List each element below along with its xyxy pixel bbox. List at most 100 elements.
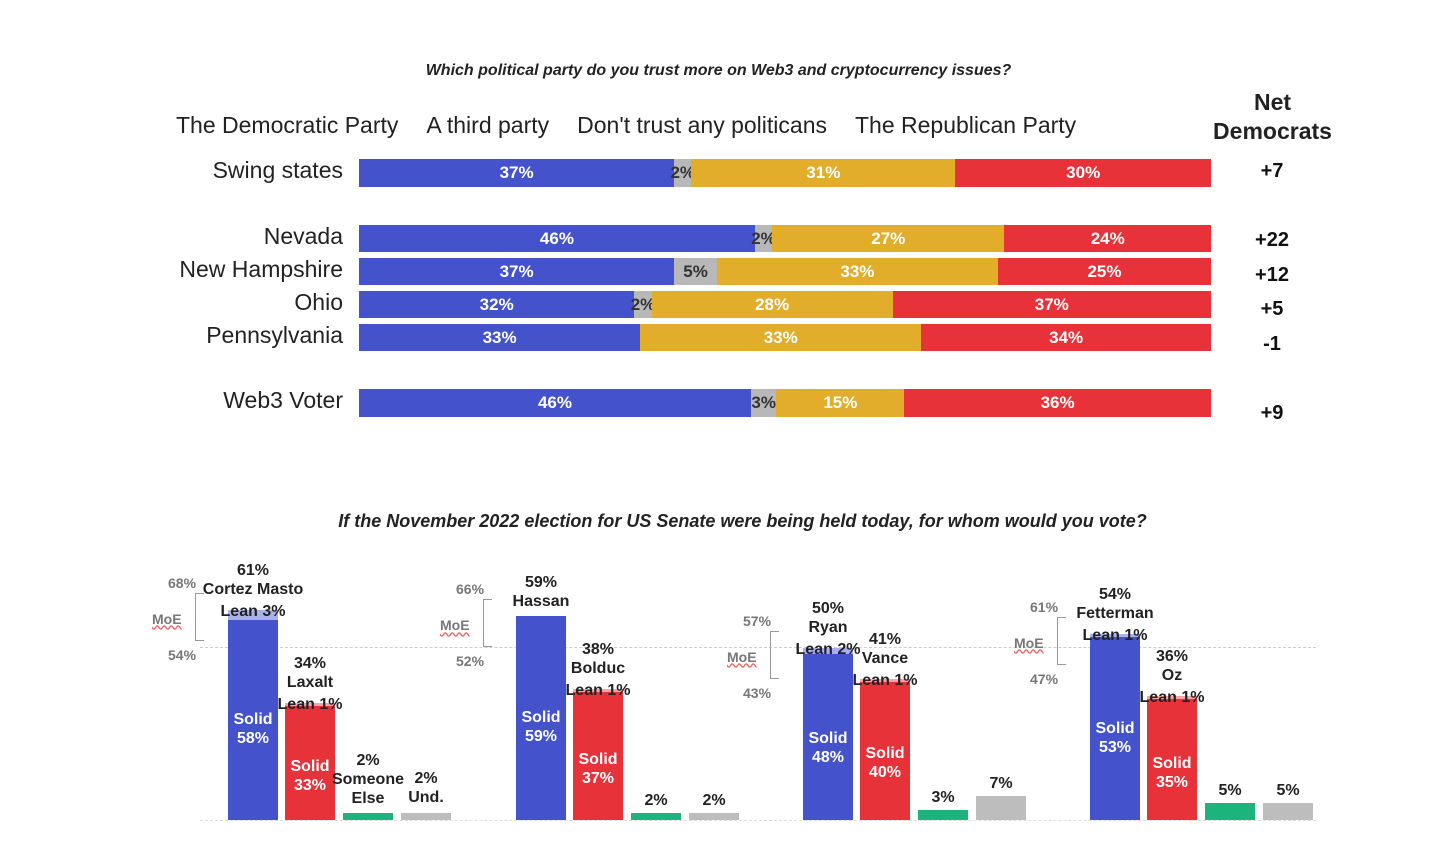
- bar-segment: 5%: [674, 258, 717, 285]
- bar-segment: 37%: [359, 258, 675, 285]
- segment-label: 37%: [1034, 294, 1069, 314]
- bar-segment: 25%: [997, 258, 1211, 285]
- und-value-label: 2%: [702, 792, 726, 810]
- dem-lean-label: Lean 1%: [1082, 626, 1148, 644]
- rep-candidate-name: Vance: [861, 649, 909, 667]
- row-label: Nevada: [263, 223, 343, 249]
- bar-segment: 2%: [751, 225, 776, 252]
- segment-label: 46%: [539, 228, 574, 248]
- segment-label: 3%: [751, 393, 776, 412]
- segment-label: 27%: [871, 228, 906, 248]
- bar-segment: 37%: [892, 291, 1211, 318]
- stacked-bar: 32% 2% 28% 37%: [359, 291, 1211, 318]
- dem-candidate-name: Cortez Masto: [202, 580, 304, 598]
- dem-total-label: 54%: [1098, 585, 1132, 603]
- rep-solid-bar: [860, 682, 910, 820]
- dem-lean-label: Lean 2%: [795, 640, 861, 658]
- else-value-label: 3%: [931, 788, 955, 806]
- dem-solid-label: Solid 59%: [521, 709, 561, 746]
- segment-label: 36%: [1040, 393, 1075, 412]
- dem-lean-label: Lean 3%: [220, 602, 286, 620]
- bar-segment: 46%: [359, 225, 755, 252]
- dem-total-label: 59%: [524, 574, 558, 592]
- else-value-label: 5%: [1218, 781, 1242, 799]
- segment-label: 31%: [806, 163, 841, 182]
- segment-label: 24%: [1090, 228, 1125, 248]
- und-bar: [401, 813, 451, 820]
- segment-label: 32%: [479, 294, 514, 314]
- row-label: Ohio: [294, 289, 343, 315]
- und-bar: [976, 795, 1026, 820]
- moe-low-label: 52%: [456, 653, 485, 670]
- bar-segment: 34%: [921, 324, 1211, 351]
- und-label: Und.: [408, 789, 444, 807]
- rep-lean-label: Lean 1%: [565, 681, 631, 699]
- und-value-label: 2%: [414, 770, 438, 788]
- stacked-bar: 46% 2% 27% 24%: [359, 225, 1211, 252]
- dem-solid-bar: [1090, 637, 1140, 820]
- net-value: +12: [1255, 264, 1289, 286]
- bar-segment: 33%: [716, 258, 998, 285]
- bar-segment: 31%: [691, 159, 956, 187]
- segment-label: 2%: [751, 228, 776, 248]
- rep-lean-label: Lean 1%: [852, 671, 918, 689]
- rep-total-label: 36%: [1155, 647, 1189, 665]
- segment-label: 37%: [499, 163, 534, 182]
- else-label: Someone Else: [331, 771, 404, 808]
- moe-high-label: 57%: [743, 612, 772, 629]
- legend-label: Don't trust any politicans: [577, 112, 827, 138]
- rep-total-label: 41%: [868, 630, 902, 648]
- segment-label: 25%: [1087, 261, 1122, 281]
- rep-lean-bar: [285, 702, 335, 707]
- rep-lean-bar: [1147, 695, 1197, 700]
- segment-label: 15%: [823, 393, 858, 412]
- rep-solid-label: Solid 35%: [1152, 754, 1192, 791]
- bar-segment: 2%: [670, 159, 695, 187]
- stacked-bar: 33% 33% 34%: [359, 324, 1211, 351]
- net-value: +22: [1255, 229, 1289, 251]
- segment-label: 2%: [630, 294, 656, 314]
- und-value-label: 5%: [1276, 781, 1300, 799]
- dem-candidate-name: Hassan: [512, 593, 570, 611]
- moe-bracket: [483, 599, 492, 648]
- legend: The Democratic Party A third party Don't t…: [176, 112, 1076, 139]
- dem-solid-bar: [516, 616, 566, 820]
- else-value-label: 2%: [356, 752, 380, 770]
- moe-high-label: 66%: [456, 581, 485, 598]
- legend-item: The Democratic Party: [176, 112, 398, 139]
- net-value: +5: [1260, 298, 1284, 320]
- rep-solid-label: Solid 40%: [865, 745, 905, 782]
- else-bar: [918, 809, 968, 820]
- dem-solid-bar: [803, 654, 853, 820]
- moe-label: MoE: [727, 648, 757, 665]
- rep-lean-bar: [573, 688, 623, 693]
- row-label: New Hampshire: [179, 256, 343, 282]
- legend-label: A third party: [426, 112, 550, 138]
- rep-total-label: 38%: [581, 640, 615, 658]
- dem-candidate-name: Ryan: [808, 618, 848, 636]
- segment-label: 33%: [840, 261, 875, 281]
- legend-item: Don't trust any politicans: [577, 112, 827, 139]
- row-label: Web3 Voter: [223, 387, 343, 413]
- bar-segment: 36%: [904, 389, 1211, 417]
- rep-solid-label: Solid 37%: [578, 750, 618, 787]
- stacked-bar: 37% 5% 33% 25%: [359, 258, 1211, 285]
- segment-label: 28%: [755, 294, 790, 314]
- moe-low-label: 54%: [168, 646, 197, 663]
- else-bar: [1205, 802, 1255, 820]
- moe-bracket: [195, 592, 204, 641]
- else-value-label: 2%: [644, 792, 668, 810]
- segment-label: 37%: [499, 261, 534, 281]
- segment-label: 2%: [670, 163, 696, 182]
- dem-lean-bar: [1090, 633, 1140, 638]
- net-democrats-header: Net Democrats: [1213, 89, 1332, 144]
- rep-solid-bar: [285, 706, 335, 820]
- stacked-bar: 46% 3% 15% 36%: [359, 389, 1211, 417]
- moe-label: MoE: [152, 610, 182, 627]
- baseline: [200, 820, 1316, 821]
- rep-lean-label: Lean 1%: [1139, 688, 1205, 706]
- dem-total-label: 50%: [811, 599, 845, 617]
- rep-lean-bar: [860, 678, 910, 682]
- bar-segment: 27%: [772, 225, 1005, 252]
- bar-segment: 37%: [359, 159, 675, 187]
